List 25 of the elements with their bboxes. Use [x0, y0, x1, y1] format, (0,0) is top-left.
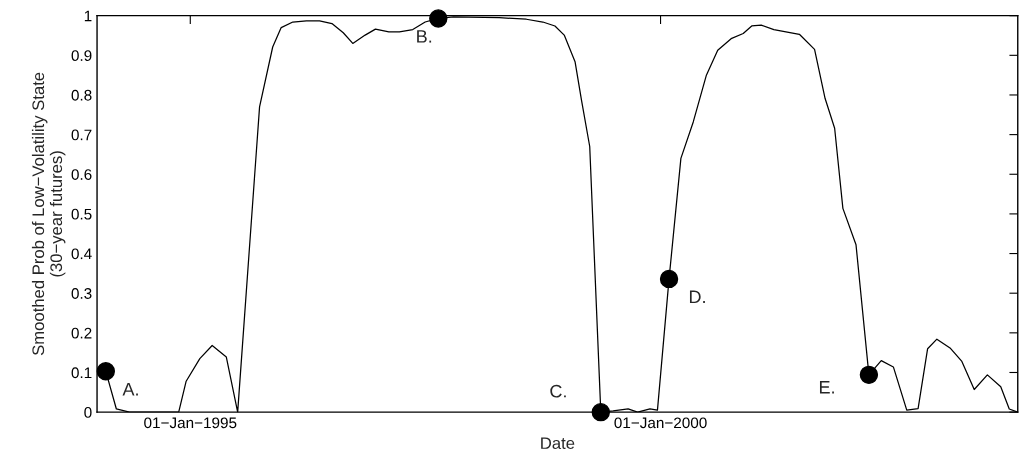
annotation: C. [550, 384, 566, 398]
y-tick-label: 0.1 [71, 367, 92, 379]
x-tick-label: 01−Jan−1995 [144, 417, 237, 429]
y-tick-label: 0 [84, 407, 92, 418]
annotation: A. [122, 382, 138, 396]
y-tick-label: 0.3 [71, 288, 92, 299]
point [591, 402, 610, 422]
y-tick-label: 0.4 [71, 248, 92, 260]
point [96, 362, 115, 381]
y-tick-label: 0.9 [71, 50, 92, 62]
annotation: B. [417, 30, 432, 43]
annotation: D. [689, 290, 705, 304]
y-tick-label: 0.7 [71, 129, 92, 141]
x-tick-label: 01−Jan−2000 [614, 417, 707, 429]
point [429, 9, 448, 28]
annotation: E. [819, 381, 834, 394]
point [859, 365, 879, 385]
y-tick-label: 0.2 [71, 327, 92, 339]
x-axis-title: Date [541, 437, 575, 450]
y-tick-label: 0.8 [71, 89, 92, 101]
y-tick-label: 0.6 [71, 169, 92, 180]
y-tick-label: 0.5 [71, 208, 92, 220]
y-tick-label: 1 [84, 10, 92, 22]
y-axis-title: Smoothed Prob of Low−Volatility State (30−year futures) [31, 72, 66, 356]
point [659, 269, 679, 289]
